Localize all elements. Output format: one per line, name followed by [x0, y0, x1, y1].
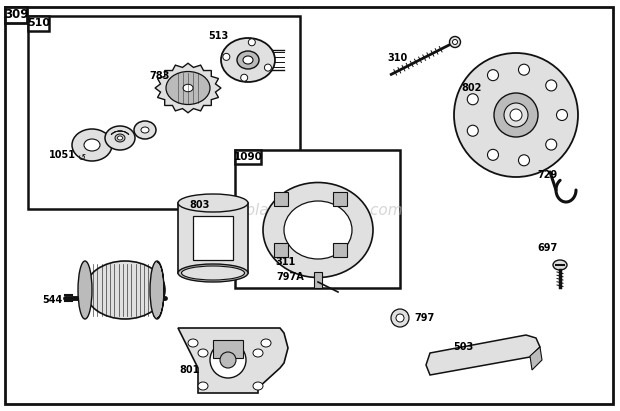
- Text: 697: 697: [538, 243, 558, 253]
- Circle shape: [265, 64, 272, 71]
- Bar: [314, 272, 322, 288]
- Circle shape: [546, 139, 557, 150]
- Text: 503: 503: [453, 342, 473, 352]
- Bar: [193, 216, 233, 260]
- Circle shape: [487, 69, 498, 81]
- Bar: [274, 243, 288, 257]
- Circle shape: [241, 74, 247, 81]
- Ellipse shape: [150, 261, 164, 319]
- Ellipse shape: [115, 134, 125, 142]
- Polygon shape: [530, 347, 542, 370]
- Circle shape: [454, 53, 578, 177]
- Ellipse shape: [243, 56, 253, 64]
- Text: 1051: 1051: [48, 150, 76, 160]
- Circle shape: [220, 352, 236, 368]
- Circle shape: [487, 149, 498, 160]
- Ellipse shape: [85, 261, 165, 319]
- Text: ↺: ↺: [78, 153, 86, 163]
- Circle shape: [223, 53, 230, 60]
- Circle shape: [467, 125, 478, 136]
- Circle shape: [453, 39, 458, 44]
- Ellipse shape: [182, 266, 244, 280]
- Ellipse shape: [553, 260, 567, 270]
- Ellipse shape: [141, 127, 149, 133]
- Circle shape: [510, 109, 522, 121]
- Text: 729: 729: [538, 170, 558, 180]
- Circle shape: [504, 103, 528, 127]
- Ellipse shape: [188, 339, 198, 347]
- Text: 1090: 1090: [233, 152, 262, 162]
- Bar: [213, 340, 243, 358]
- Text: 310: 310: [388, 53, 408, 63]
- Text: 802: 802: [462, 83, 482, 93]
- Ellipse shape: [166, 72, 210, 104]
- Text: eReplacementParts.com: eReplacementParts.com: [216, 203, 404, 217]
- Ellipse shape: [237, 51, 259, 69]
- Ellipse shape: [253, 349, 263, 357]
- Text: 311: 311: [275, 257, 295, 267]
- Text: 309: 309: [4, 8, 29, 21]
- Circle shape: [494, 93, 538, 137]
- Circle shape: [450, 37, 461, 48]
- Bar: [274, 192, 288, 206]
- Ellipse shape: [118, 136, 123, 140]
- Bar: [5, 7, 27, 23]
- Text: 783: 783: [150, 71, 170, 81]
- Ellipse shape: [198, 349, 208, 357]
- Polygon shape: [155, 63, 221, 113]
- Ellipse shape: [261, 339, 271, 347]
- Ellipse shape: [72, 129, 112, 161]
- Bar: [235, 150, 400, 288]
- Ellipse shape: [178, 264, 248, 282]
- Bar: [28, 16, 49, 31]
- Ellipse shape: [221, 38, 275, 82]
- Ellipse shape: [284, 201, 352, 259]
- Circle shape: [518, 155, 529, 166]
- Ellipse shape: [178, 194, 248, 212]
- Ellipse shape: [134, 121, 156, 139]
- Polygon shape: [426, 335, 540, 375]
- Ellipse shape: [84, 139, 100, 151]
- Bar: [235, 150, 260, 164]
- Circle shape: [467, 94, 478, 105]
- Ellipse shape: [183, 84, 193, 92]
- Circle shape: [546, 80, 557, 91]
- Bar: [28, 16, 300, 209]
- Text: 544: 544: [42, 295, 62, 305]
- Circle shape: [391, 309, 409, 327]
- Circle shape: [518, 64, 529, 75]
- Text: 797A: 797A: [276, 272, 304, 282]
- Text: 513: 513: [208, 31, 228, 41]
- Bar: [333, 192, 347, 206]
- Circle shape: [210, 342, 246, 378]
- Ellipse shape: [198, 382, 208, 390]
- Text: 803: 803: [190, 200, 210, 210]
- Text: 797: 797: [414, 313, 434, 323]
- Bar: [333, 243, 347, 257]
- Bar: [178, 203, 248, 273]
- Ellipse shape: [78, 261, 92, 319]
- Text: 801: 801: [180, 365, 200, 375]
- Ellipse shape: [253, 382, 263, 390]
- Polygon shape: [178, 328, 288, 393]
- Ellipse shape: [105, 126, 135, 150]
- Ellipse shape: [263, 182, 373, 277]
- Circle shape: [557, 109, 567, 120]
- Text: 510: 510: [27, 18, 50, 28]
- Circle shape: [249, 39, 255, 46]
- Circle shape: [396, 314, 404, 322]
